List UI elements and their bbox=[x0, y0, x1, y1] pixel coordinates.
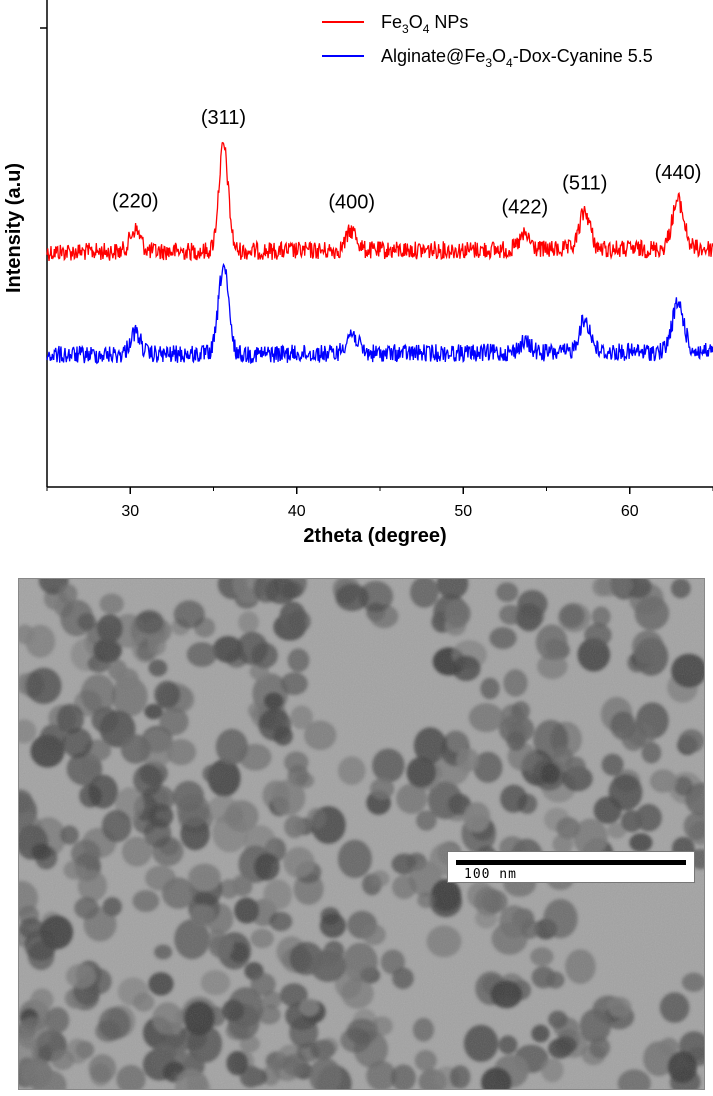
scale-bar-line bbox=[456, 860, 686, 865]
x-tick-label: 30 bbox=[121, 503, 139, 520]
x-tick-label: 50 bbox=[454, 503, 472, 520]
peak-labels: (220) (311) (400) (422) (511) (440) bbox=[112, 107, 701, 219]
x-axis-title: 2theta (degree) bbox=[303, 525, 446, 547]
peak-label: (422) bbox=[502, 197, 549, 219]
peak-label: (400) bbox=[328, 192, 375, 214]
y-axis-title: Intensity (a.u) bbox=[3, 163, 25, 293]
xrd-chart: 30 40 50 60 (220)(311)(400) (422)(511) (440) … bbox=[3, 0, 713, 547]
peak-label: (511) bbox=[562, 172, 607, 194]
scale-bar-label: 100 nm bbox=[464, 867, 517, 882]
series-line-fe3o4 bbox=[46, 141, 713, 262]
legend-label-fe3o4: Fe3O4 NPs bbox=[381, 12, 468, 36]
tem-micrograph: 100 nm bbox=[18, 578, 705, 1090]
series-line-alginate bbox=[46, 262, 713, 365]
peak-label: (220) bbox=[112, 191, 159, 213]
peak-label: (311) bbox=[201, 107, 246, 129]
x-ticks: 30 40 50 60 bbox=[46, 487, 713, 520]
legend-label-alginate: Alginate@Fe3O4-Dox-Cyanine 5.5 bbox=[381, 46, 653, 70]
tem-particles bbox=[19, 579, 704, 1089]
legend: Fe3O4 NPs Alginate@Fe3O4-Dox-Cyanine 5.5 bbox=[322, 12, 653, 70]
scale-bar: 100 nm bbox=[447, 851, 695, 883]
xrd-traces bbox=[46, 141, 713, 365]
peak-label: (440) bbox=[655, 162, 702, 184]
x-tick-label: 40 bbox=[288, 503, 306, 520]
x-tick-label: 60 bbox=[621, 503, 639, 520]
